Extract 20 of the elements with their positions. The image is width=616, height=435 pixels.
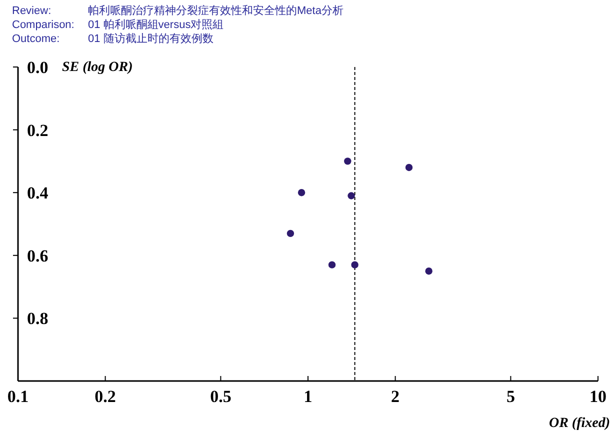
text: Outcome:: [12, 33, 60, 45]
x-tick-label: 0.1: [7, 387, 29, 406]
y-axis-title: SE (log OR): [62, 60, 133, 75]
y-tick-label: 0.2: [27, 120, 48, 140]
y-tick-label: 0.0: [27, 58, 48, 77]
text: 01 帕利哌酮組versus对照組: [88, 18, 224, 31]
x-tick-label: 0.2: [94, 387, 116, 406]
y-tick-label: 0.6: [27, 246, 48, 266]
x-tick-label: 0.5: [210, 387, 232, 406]
y-tick-label: 0.4: [27, 184, 49, 203]
x-tick-label: 10: [590, 387, 606, 406]
x-tick-label: 2: [391, 387, 400, 406]
text: 01 随访截止时的有效例数: [88, 32, 214, 45]
x-tick-label: 1: [304, 387, 312, 406]
x-axis-title: OR (fixed): [548, 416, 610, 431]
x-tick-label: 5: [506, 387, 515, 406]
text: Comparison:: [12, 19, 74, 31]
y-tick-label: 0.8: [27, 309, 48, 328]
text: Review:: [12, 5, 52, 17]
text: 帕利哌酮治疗精神分裂症有效性和安全性的Meta分析: [88, 4, 344, 17]
